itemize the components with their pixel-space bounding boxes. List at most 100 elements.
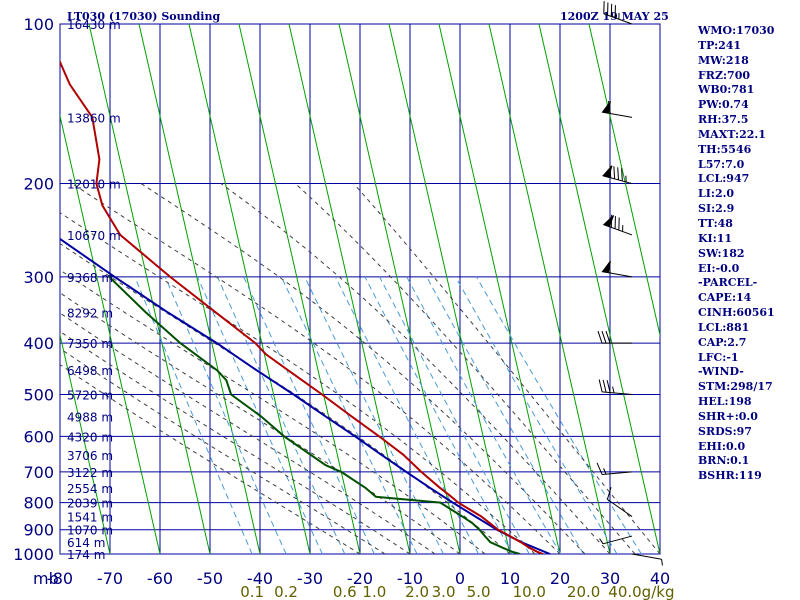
index-item: RH:37.5 — [698, 113, 749, 127]
mixing-ratio-line-8 — [364, 276, 514, 554]
index-item: TP:241 — [698, 38, 742, 52]
index-item: MW:218 — [698, 53, 749, 67]
temp-tick-label--70: -70 — [97, 569, 123, 588]
index-item: L57:7.0 — [698, 157, 745, 171]
moist-adiabat-5 — [60, 269, 486, 554]
wind-barb-850 — [606, 487, 633, 518]
pressure-label-300: 300 — [23, 268, 54, 287]
mixing-ratio-label-20.0: 20.0 — [567, 583, 600, 600]
mixing-ratio-line-30 — [455, 276, 618, 554]
sounding-profiles — [60, 59, 551, 554]
index-item: SI:2.9 — [698, 202, 735, 216]
mixing-ratio-label-0.2: 0.2 — [274, 583, 298, 600]
index-item: TT:48 — [698, 216, 733, 230]
index-item: BRN:0.1 — [698, 454, 750, 468]
mixing-ratio-line-15 — [406, 276, 562, 554]
wind-barb-925 — [599, 535, 633, 545]
temp-tick-label--80: -80 — [47, 569, 73, 588]
index-item: CAP:2.7 — [698, 335, 747, 349]
wind-barb-300 — [601, 260, 633, 278]
isotherm--50 — [88, 24, 211, 554]
moist-adiabat-20 — [71, 183, 561, 554]
index-item: LFC:-1 — [698, 350, 739, 364]
mixing-ratio-line-40 — [476, 276, 642, 554]
wind-barb-200 — [602, 165, 633, 185]
height-label-500: 5720 m — [67, 388, 113, 402]
index-item: STM:298/17 — [698, 380, 773, 394]
isotherm-20 — [438, 24, 561, 554]
height-label-750: 2554 m — [67, 482, 113, 496]
parcel-trace — [60, 237, 551, 554]
wind-barb-700 — [596, 462, 633, 476]
index-item: KI:11 — [698, 231, 733, 245]
index-item: TH:5546 — [698, 142, 752, 156]
height-label-300: 9368 m — [67, 271, 113, 285]
temp-tick-label--10: -10 — [397, 569, 423, 588]
index-item: CINH:60561 — [698, 306, 775, 320]
isotherm-40 — [538, 24, 660, 554]
mixing-ratio-label-2.0: 2.0 — [405, 583, 429, 600]
index-item: LCL:947 — [698, 172, 750, 186]
index-item: EI:-0.0 — [698, 261, 740, 275]
isotherm--20 — [238, 24, 361, 554]
mixing-ratio-line-20 — [426, 276, 585, 554]
pressure-label-600: 600 — [23, 427, 54, 446]
pressure-label-900: 900 — [23, 521, 54, 540]
temp-tick-label-30: 30 — [600, 569, 620, 588]
mixing-ratio-label-40.0: 40.0g/kg — [608, 583, 674, 600]
index-item: SHR+:0.0 — [698, 409, 758, 423]
height-label-200: 12010 m — [67, 178, 121, 192]
wind-barb-250 — [602, 214, 633, 236]
moist-adiabat-15 — [60, 212, 536, 554]
index-item: LCL:881 — [698, 320, 750, 334]
height-label-400: 7350 m — [67, 337, 113, 351]
mixing-ratio-label-1.0: 1.0 — [362, 583, 386, 600]
isotherm-50 — [588, 24, 660, 338]
wind-barbs — [596, 1, 663, 566]
moist-adiabat-35 — [294, 183, 636, 554]
index-item: MAXT:22.1 — [698, 127, 766, 141]
wind-barb-500 — [598, 379, 633, 395]
pressure-label-1000: 1000 — [13, 545, 54, 564]
temp-tick-label-20: 20 — [550, 569, 570, 588]
mixing-ratio-line-0.6 — [217, 276, 346, 554]
height-label-150: 13860 m — [67, 111, 121, 125]
mixing-ratio-label-3.0: 3.0 — [432, 583, 456, 600]
height-label-800: 2039 m — [67, 497, 113, 511]
index-item: SW:182 — [698, 246, 745, 260]
pressure-label-100: 100 — [23, 15, 54, 34]
moist-adiabat-40 — [353, 183, 660, 554]
index-item: PW:0.74 — [698, 98, 749, 112]
height-label-450: 6498 m — [67, 364, 113, 378]
index-item: BSHR:119 — [698, 469, 762, 483]
mixing-ratio-line-0.2 — [164, 276, 287, 554]
isotherm-0 — [338, 24, 461, 554]
index-item: WB0:781 — [698, 83, 755, 97]
index-item: -WIND- — [698, 365, 744, 379]
dewpoint-trace — [108, 276, 521, 554]
time-title: 1200Z 19 MAY 25 — [560, 10, 669, 23]
height-label-350: 8292 m — [67, 306, 113, 320]
temp-tick-label--50: -50 — [197, 569, 223, 588]
height-label-100: 16430 m — [67, 18, 121, 32]
temp-tick-label--60: -60 — [147, 569, 173, 588]
temp-tick-label-0: 0 — [455, 569, 465, 588]
pressure-unit-label: mb — [33, 569, 59, 588]
mixing-ratio-label-0.1: 0.1 — [240, 583, 264, 600]
pressure-label-500: 500 — [23, 385, 54, 404]
isotherm--10 — [288, 24, 411, 554]
wind-barb-100 — [603, 1, 633, 25]
height-label-850: 1541 m — [67, 511, 113, 525]
index-item: HEL:198 — [698, 395, 752, 409]
height-label-650: 3706 m — [67, 449, 113, 463]
index-item: FRZ:700 — [698, 68, 751, 82]
mixing-ratio-line-3 — [304, 276, 445, 554]
index-item: LI:2.0 — [698, 187, 735, 201]
index-item: -PARCEL- — [698, 276, 758, 290]
isotherm--60 — [60, 113, 161, 554]
temp-tick-label--30: -30 — [297, 569, 323, 588]
stability-indices: WMO:17030 TP:241 MW:218 FRZ:700 WB0:781 PW:0.… — [698, 24, 775, 484]
height-label-1000: 174 m — [67, 548, 105, 562]
height-label-900: 1070 m — [67, 524, 113, 538]
pressure-label-800: 800 — [23, 494, 54, 513]
